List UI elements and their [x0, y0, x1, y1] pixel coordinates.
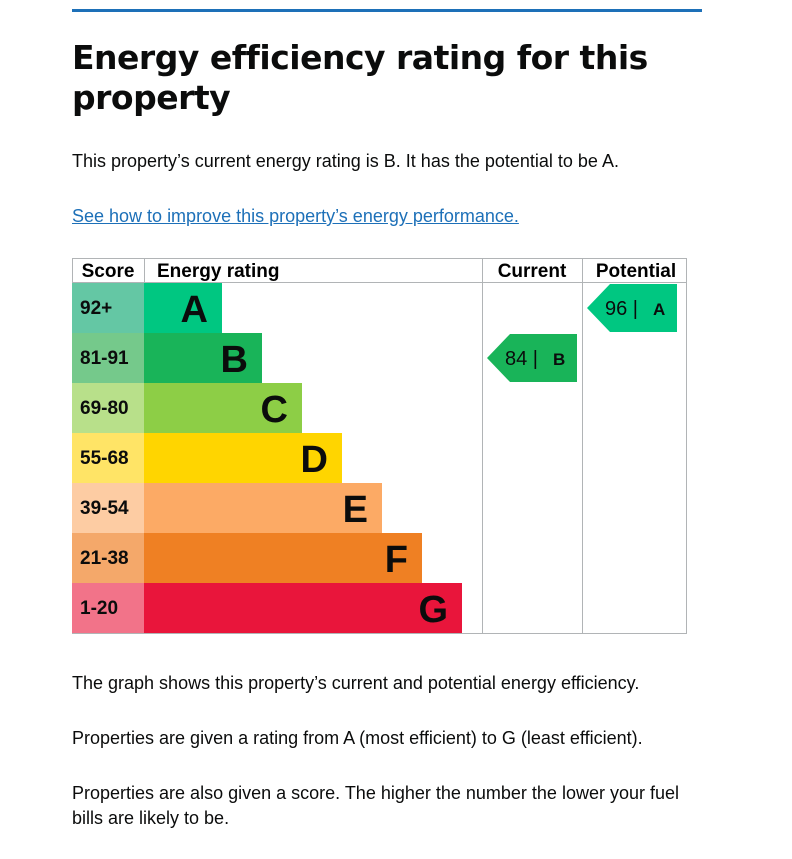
score-cell-d [72, 433, 144, 483]
header-score: Score [82, 261, 135, 282]
page-title: Energy efficiency rating for this proper… [72, 38, 648, 117]
score-cell-g [72, 583, 144, 633]
graph-explanation: The graph shows this property’s current … [72, 673, 640, 693]
score-range-e: 39-54 [80, 498, 129, 519]
band-letter-d: D [301, 439, 328, 481]
band-letter-a: A [181, 289, 208, 331]
potential-rating-arrow [587, 284, 677, 332]
band-bar-f [144, 533, 422, 583]
score-range-g: 1-20 [80, 598, 118, 619]
score-explanation: Properties are also given a score. The h… [72, 783, 679, 828]
band-bar-e [144, 483, 382, 533]
potential-rating-letter: A [653, 300, 665, 319]
rating-markers: 84 | B 96 | A [487, 284, 677, 382]
band-letter-f: F [385, 539, 408, 581]
current-rating-arrow [487, 334, 577, 382]
score-cell-b [72, 333, 144, 383]
header-current: Current [498, 261, 567, 282]
band-bar-a [144, 283, 222, 333]
score-range-b: 81-91 [80, 348, 129, 369]
header-energy-rating: Energy rating [157, 261, 279, 282]
intro-text: This property’s current energy rating is… [72, 151, 619, 171]
score-cell-c [72, 383, 144, 433]
current-rating-score: 84 | [505, 348, 538, 370]
score-cell-f [72, 533, 144, 583]
rating-explanation: Properties are given a rating from A (mo… [72, 728, 643, 748]
potential-rating-score: 96 | [605, 298, 638, 320]
score-range-a: 92+ [80, 298, 112, 319]
header-potential: Potential [596, 261, 676, 282]
band-bar-g [144, 583, 462, 633]
current-rating-letter: B [553, 350, 565, 369]
score-cell-a [72, 283, 144, 333]
band-letter-c: C [261, 389, 288, 431]
band-letter-g: G [418, 589, 448, 631]
band-letter-b: B [221, 339, 248, 381]
band-bar-b [144, 333, 262, 383]
band-bar-c [144, 383, 302, 433]
score-range-f: 21-38 [80, 548, 129, 569]
top-rule [72, 9, 702, 12]
rating-bands: 92+ A 81-91 B 69-80 C 55-68 D 39-54 E 21-38 F 1-20 G [72, 283, 462, 633]
score-range-c: 69-80 [80, 398, 129, 419]
score-cell-e [72, 483, 144, 533]
band-bar-d [144, 433, 342, 483]
improve-energy-link[interactable]: See how to improve this property’s energ… [72, 206, 519, 226]
score-range-d: 55-68 [80, 448, 129, 469]
band-letter-e: E [343, 489, 368, 531]
